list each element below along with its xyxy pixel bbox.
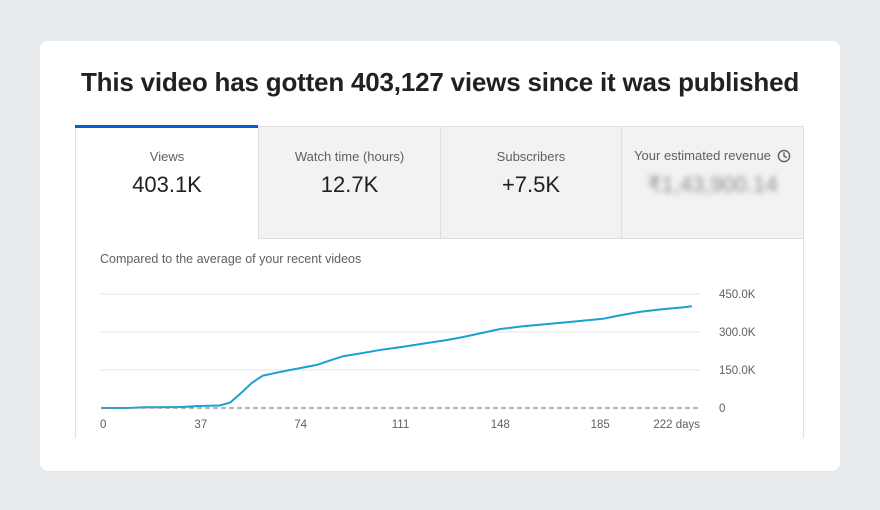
tab-revenue-value: ₹1,43,900.14 [647,172,778,197]
tab-views-label: Views [149,149,185,164]
x-tick-label: 111 [392,419,409,431]
y-tick-label: 0 [719,403,725,415]
video-analytics-card: This video has gotten 403,127 views sinc… [40,41,840,471]
y-tick-label: 150.0K [719,365,756,377]
x-tick-label: 0 [100,419,106,431]
tab-revenue-label: Your estimated revenue [634,148,771,163]
tab-estimated-revenue[interactable]: Your estimated revenue ₹1,43,900.14 [621,127,803,239]
tab-subscribers-label: Subscribers [496,149,566,164]
tab-subscribers-value: +7.5K [501,172,561,197]
chart-caption: Compared to the average of your recent v… [100,252,362,266]
x-tick-label: 74 [294,419,307,431]
x-tick-label: 185 [591,419,610,431]
page-title: This video has gotten 403,127 views sinc… [80,67,800,97]
tab-watch-time-value: 12.7K [320,172,379,197]
metric-tabs: Views 403.1K Watch time (hours) 12.7K Su… [75,125,803,239]
views-series-line [101,305,693,409]
views-chart: 0 150.0K 300.0K 450.0K 0 37 74 111 148 185 222 da… [100,289,756,431]
tab-views[interactable]: Views 403.1K [75,125,258,239]
tab-watch-time-label: Watch time (hours) [294,149,405,164]
tab-watch-time[interactable]: Watch time (hours) 12.7K [258,127,440,239]
x-tick-label: 37 [194,419,207,431]
y-tick-label: 300.0K [719,327,756,339]
y-tick-label: 450.0K [719,289,756,301]
tab-revenue-header: Your estimated revenue [622,148,803,163]
tab-views-value: 403.1K [132,172,202,197]
x-tick-label: 222 days [653,419,700,431]
analytics-panel: Views 403.1K Watch time (hours) 12.7K Su… [75,125,804,438]
x-tick-label: 148 [491,419,510,431]
tab-subscribers[interactable]: Subscribers +7.5K [440,127,621,239]
clock-icon[interactable] [777,149,791,163]
